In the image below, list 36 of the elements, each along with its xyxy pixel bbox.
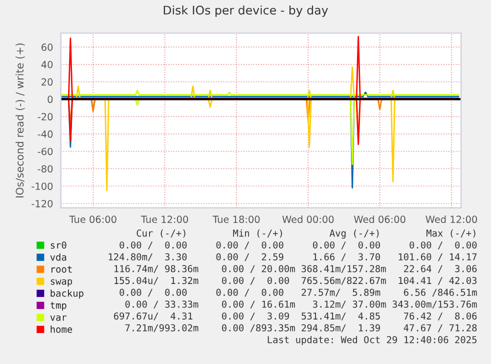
x-tick-label: Tue 06:00 [69,216,116,224]
legend-label: var [50,315,67,321]
text: 155.04u/ 1.32m 0.00 / 0.00 765.56m/822.67m 104.41 / 42.03 [114,276,477,285]
x-tick-label: Wed 00:00 [282,215,334,224]
legend-label: home [50,326,72,333]
y-tick-label: -40 [38,130,53,138]
y-tick-label: -100 [32,182,53,190]
text: Cur (-/+) Min (-/+) Avg (-/+) Max (-/+) [136,229,476,239]
legend-label: vda [50,253,66,261]
legend-label: swap [50,279,72,287]
y-tick-label: -60 [38,148,53,156]
x-tick-label: Tue 18:00 [212,216,260,224]
text: 0.00 / 33.33m 0.00 / 16.61m 3.12m/ 37.00m 343.00m/153.76m [125,300,477,308]
text: 0.00 / 0.00 0.00 / 0.00 0.00 / 0.00 0.00 / 0.00 [120,241,477,250]
y-tick-label: 60 [42,44,53,51]
x-tick-label: Wed 12:00 [426,215,477,224]
text: 116.74m/ 98.36m 0.00 / 20.00m 368.41m/157.28m 22.64 / 3.06 [114,265,477,273]
legend-label: backup [50,289,84,299]
y-tick-label: -80 [38,165,53,173]
y-tick-label: 20 [42,78,53,86]
y-axis-title: IOs/second read (-) / write (+) [16,43,25,198]
y-tick-label: 0 [48,96,53,104]
y-tick-label: 40 [41,60,53,68]
y-tick-label: -20 [38,113,53,120]
chart-title: Disk IOs per device - by day [164,5,328,17]
legend-label: sr0 [50,242,66,249]
legend-label: tmp [50,302,66,311]
y-tick-label: -120 [32,200,53,208]
text: 0.00 / 0.00 0.00 / 0.00 27.57m/ 5.89m 6.56 /846.51m [120,288,477,297]
text: Last update: Wed Oct 29 12:40:06 2025 [268,336,477,346]
text: 124.80m/ 3.30 0.00 / 2.59 1.66 / 3.70 101.60 / 14.17 [108,253,477,262]
x-tick-label: Tue 12:00 [140,216,188,224]
x-tick-label: Wed 06:00 [354,215,406,224]
text: 7.21m/993.02m 0.00 /893.35m 294.85m/ 1.39 47.67 / 71.28 [125,324,477,332]
legend-label: root [52,266,72,273]
text: 697.67u/ 4.31 0.00 / 3.09 531.41m/ 4.85 76.42 / 8.06 [114,312,477,320]
